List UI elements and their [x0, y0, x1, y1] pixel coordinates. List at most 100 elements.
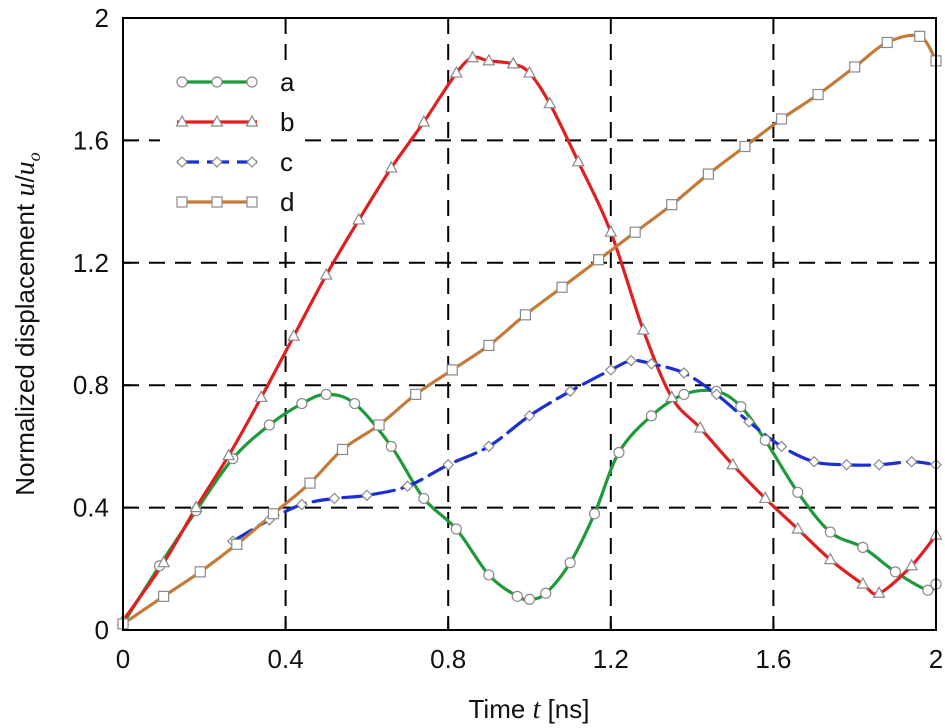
series-d-point — [336, 443, 349, 456]
series-b-point — [856, 576, 870, 589]
series-a-point — [588, 508, 601, 520]
legend-label-a: a — [280, 67, 295, 97]
series-a-point — [645, 410, 658, 422]
series-a-point — [540, 587, 552, 599]
series-c-point — [625, 354, 637, 367]
series-a-point — [263, 419, 275, 431]
y-tick-label: 2 — [95, 3, 109, 33]
series-d-point — [446, 364, 458, 376]
series-d-point — [373, 419, 385, 431]
x-axis-title-prefix: Time — [469, 694, 533, 724]
series-d-point — [483, 339, 495, 352]
series-a-point — [320, 388, 332, 400]
series-b-point — [758, 491, 772, 504]
series-b-point — [604, 224, 618, 237]
series-d-point — [556, 281, 568, 293]
series-d-point — [881, 36, 893, 49]
series-a-point — [678, 388, 690, 400]
series-b-point — [352, 212, 366, 225]
legend-marker-b — [210, 114, 224, 127]
x-tick-label: 0.8 — [430, 644, 466, 674]
series-c-point — [328, 492, 341, 505]
series-b-point — [254, 390, 268, 403]
series-b-point — [905, 558, 919, 571]
series-c-point — [645, 357, 658, 370]
series-b-point — [872, 586, 886, 598]
legend-marker-d — [211, 196, 223, 208]
legend-marker-a — [176, 76, 188, 88]
series-d-point — [812, 88, 824, 101]
series-b-point — [449, 65, 463, 78]
series-d-point — [914, 30, 926, 42]
series-c-point — [873, 458, 885, 471]
series-d-point — [739, 140, 751, 153]
series-c-point — [483, 440, 495, 453]
y-tick-label: 1.2 — [73, 248, 109, 278]
series-a-point — [735, 401, 747, 413]
series-c-point — [361, 489, 373, 502]
series-b-point — [384, 160, 398, 173]
legend-label-b: b — [280, 107, 294, 137]
legend-marker-b — [245, 114, 259, 127]
x-tick-label: 2 — [929, 644, 943, 674]
series-b-point — [726, 457, 740, 470]
series-d-point — [593, 254, 605, 266]
legend-marker-c — [246, 156, 258, 168]
y-tick-label: 0 — [95, 615, 109, 645]
series-b-point — [636, 322, 650, 335]
series-d-point — [410, 388, 422, 400]
series-c-point — [905, 455, 918, 468]
series-a-point — [922, 584, 934, 596]
series-b-point — [482, 53, 496, 66]
series-b-point — [522, 65, 537, 78]
series-c-point — [604, 364, 617, 376]
series-d-point — [666, 199, 678, 211]
series-d-point — [702, 168, 714, 180]
y-tick-label: 0.8 — [73, 370, 109, 400]
y-axis-title-prefix: Normalized displacement — [10, 197, 40, 496]
series-a-point — [349, 397, 361, 410]
legend-label-d: d — [280, 187, 294, 217]
legend-label-c: c — [280, 147, 293, 177]
series-d-point — [849, 61, 861, 73]
y-tick-label: 0.4 — [73, 493, 109, 523]
series-d-point — [775, 113, 788, 125]
y-axis-title: Normalized displacement u/uo — [10, 152, 44, 495]
series-b-point — [823, 552, 837, 565]
series-c-point — [442, 458, 455, 471]
legend-marker-d — [246, 196, 258, 208]
legend-marker-a — [211, 76, 223, 88]
legend-background — [160, 64, 300, 216]
series-d-point — [231, 538, 243, 550]
x-tick-label: 1.2 — [593, 644, 629, 674]
series-b-point — [189, 500, 203, 513]
series-c-point — [296, 498, 308, 511]
series-b-point — [157, 555, 171, 568]
y-axis-subscript: o — [24, 152, 44, 161]
series-a-point — [759, 434, 771, 446]
series-b-point — [466, 50, 480, 63]
series-a-point — [613, 446, 625, 459]
series-c-point — [564, 385, 576, 398]
series-c-line — [231, 358, 936, 543]
x-axis-variable: t — [533, 694, 542, 725]
legend-marker-c — [211, 156, 223, 168]
x-axis-title-suffix: [ns] — [540, 694, 589, 724]
series-b-point — [287, 328, 301, 341]
series-a-point — [857, 541, 869, 553]
series-a-point — [523, 593, 536, 606]
y-tick-label: 1.6 — [73, 125, 109, 155]
series-c-point — [401, 480, 414, 493]
series-a-point — [385, 440, 397, 452]
x-axis-title: Time t [ns] — [469, 694, 590, 725]
legend-marker-a — [246, 76, 258, 88]
series-d-point — [158, 590, 170, 602]
series-d-point — [267, 508, 280, 520]
x-tick-label: 1.6 — [755, 644, 791, 674]
series-c-point — [775, 440, 788, 453]
series-a-point — [483, 569, 495, 581]
legend-marker-d — [176, 196, 188, 208]
legend-marker-b — [175, 114, 189, 127]
